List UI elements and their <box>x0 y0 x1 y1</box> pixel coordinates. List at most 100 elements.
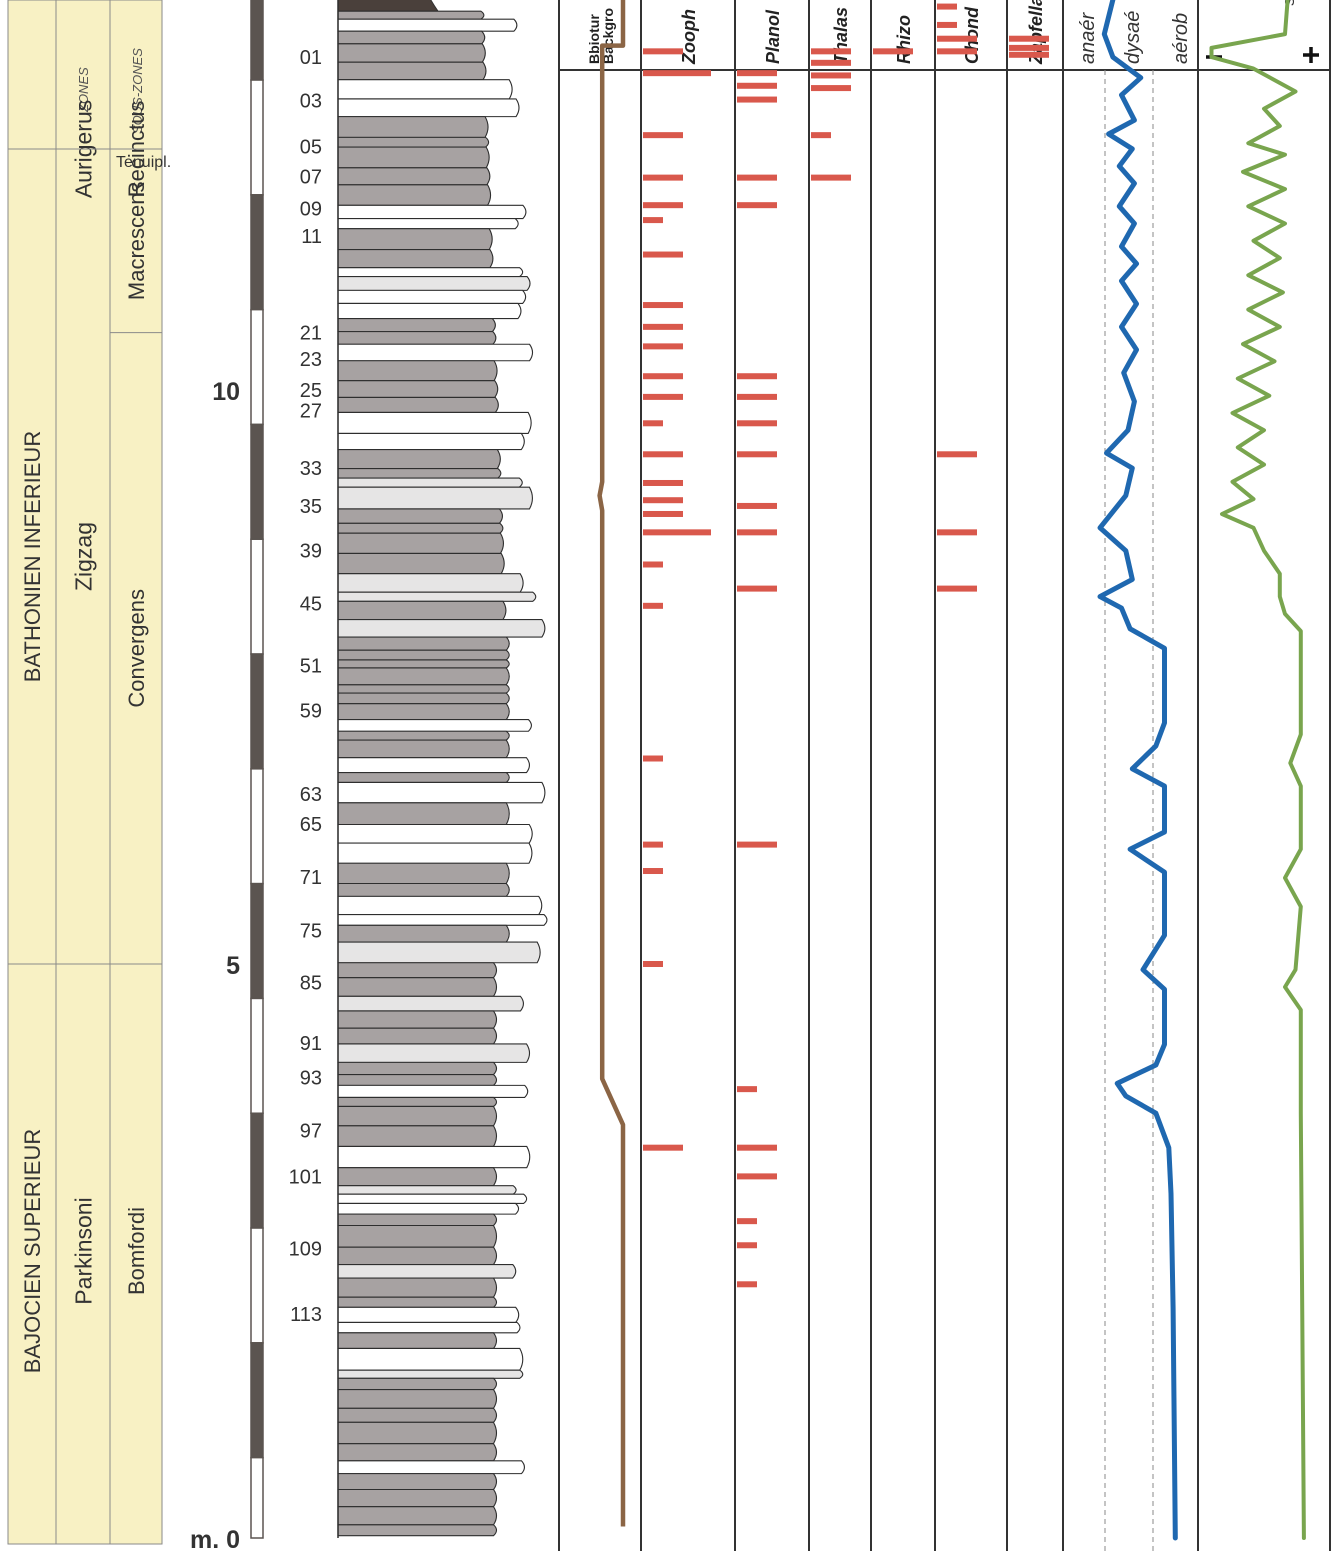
marl-bed <box>337 667 510 686</box>
ichno-bar-zoophycos <box>643 961 663 967</box>
marl-bed <box>337 1125 498 1147</box>
marl-bed <box>337 1105 498 1127</box>
ichno-bar-thalassinoides <box>811 72 851 79</box>
ichno-bar-rhizocorallium <box>873 48 913 55</box>
marl-bed <box>337 882 510 897</box>
ichno-bar-thalassinoides <box>811 85 851 92</box>
limestone-bed <box>337 486 533 510</box>
subzones-header: SOUS-ZONES <box>130 48 145 134</box>
limestone-bed <box>337 477 523 488</box>
marl-bed <box>337 1421 498 1445</box>
ichno-bar-zoophycos <box>643 343 683 350</box>
marl-bed <box>337 1473 498 1491</box>
limestone-bed <box>337 204 527 220</box>
ichno-bar-chondrites <box>937 585 977 592</box>
ichno-bar-planolites <box>737 502 777 509</box>
marl-bed <box>337 600 507 621</box>
marl-bed <box>337 146 490 169</box>
ichno-bar-zapfella <box>1009 51 1049 58</box>
marl-bed <box>337 684 510 694</box>
stage-bathonien-inferieur: BATHONIEN INFERIEUR <box>20 431 45 682</box>
marl-bed <box>337 962 498 979</box>
limestone-bed <box>337 267 524 278</box>
marl-bed <box>337 730 510 741</box>
scale-segment <box>250 882 264 1000</box>
limestone-bed <box>337 217 519 230</box>
marl-bed <box>337 396 499 413</box>
bed-label-51: 51 <box>300 656 322 678</box>
marl-bed <box>337 1061 498 1076</box>
scale-segment <box>250 1456 264 1539</box>
ichno-bar-thalassinoides <box>811 59 851 66</box>
limestone-bed <box>337 941 541 964</box>
marl-bed <box>337 772 510 783</box>
marl-bed <box>337 116 489 138</box>
marl-bed <box>337 739 510 759</box>
limestone-bed <box>337 343 534 362</box>
ichno-bar-zoophycos <box>643 70 711 77</box>
ichno-bar-planolites <box>737 96 777 103</box>
background-bioturbation-curve <box>597 0 626 1527</box>
bed-label-59: 59 <box>300 700 322 722</box>
limestone-bed <box>337 781 546 804</box>
ichno-bar-planolites <box>737 202 777 209</box>
limestone-bed <box>337 275 531 291</box>
marl-bed <box>337 184 492 206</box>
ichno-bar-zoophycos <box>643 497 683 504</box>
oxygen-header-a-rob: aérob <box>1170 13 1192 64</box>
marl-bed <box>337 228 493 251</box>
marl-bed <box>337 1524 498 1537</box>
marl-bed <box>337 1506 498 1526</box>
limestone-bed <box>337 719 532 732</box>
ichno-bar-chondrites <box>937 451 977 458</box>
bed-label-11: 11 <box>301 226 322 248</box>
scale-tick-10: 10 <box>212 378 240 406</box>
marl-bed <box>337 1073 498 1086</box>
limestone-bed <box>337 573 524 593</box>
ichno-bar-zoophycos <box>643 451 683 458</box>
ichno-bar-zoophycos <box>643 420 663 427</box>
stage-bajocien-superieur: BAJOCIEN SUPERIEUR <box>20 1129 45 1374</box>
subzone-convergens: Convergens <box>124 589 149 708</box>
ichno-bar-zoophycos <box>643 841 663 848</box>
marl-bed <box>337 1213 498 1227</box>
marl-bed <box>337 703 510 721</box>
bed-label-113: 113 <box>290 1304 322 1326</box>
ichno-bar-planolites <box>737 585 777 592</box>
marl-bed <box>337 532 505 554</box>
bed-label-101: 101 <box>289 1166 322 1188</box>
ichno-bar-zoophycos <box>643 479 683 486</box>
ichno-bar-zoophycos <box>643 174 683 181</box>
bed-label-27: 27 <box>300 401 322 423</box>
limestone-bed <box>337 1306 520 1323</box>
limestone-bed <box>337 842 533 864</box>
ichno-bar-zapfella <box>1009 44 1049 51</box>
marl-bed <box>337 1010 498 1029</box>
column-header-chondrites: Chond <box>962 6 982 64</box>
limestone-bed <box>337 823 533 844</box>
bed-label-75: 75 <box>300 921 322 943</box>
ichno-bar-planolites <box>737 1281 757 1288</box>
marl-bed <box>337 522 504 534</box>
chronostratigraphy-table: ZONES SOUS-ZONES BATHONIEN INFERIEUR BAJO… <box>7 0 171 1545</box>
marl-bed <box>337 1246 498 1266</box>
ichno-bar-planolites <box>737 529 777 536</box>
bed-label-91: 91 <box>300 1033 322 1055</box>
bed-label-21: 21 <box>300 323 322 345</box>
ichno-bar-zoophycos <box>643 323 683 330</box>
marl-bed <box>337 659 510 669</box>
marl-bed <box>337 1167 498 1187</box>
zone-zigzag: Zigzag <box>70 522 96 591</box>
bed-label-33: 33 <box>300 458 322 480</box>
scale-segment <box>250 194 264 311</box>
ichno-bar-chondrites <box>937 3 957 10</box>
limestone-bed <box>337 618 546 638</box>
column-header-planolites: Planol <box>763 9 783 64</box>
ichno-bar-chondrites <box>937 529 977 536</box>
subzone-macrescens: Macrescens <box>124 182 149 301</box>
ichno-bar-planolites <box>737 373 777 380</box>
marl-bed <box>337 1027 498 1045</box>
oxygen-header-ana-r: anaér <box>1077 12 1099 64</box>
